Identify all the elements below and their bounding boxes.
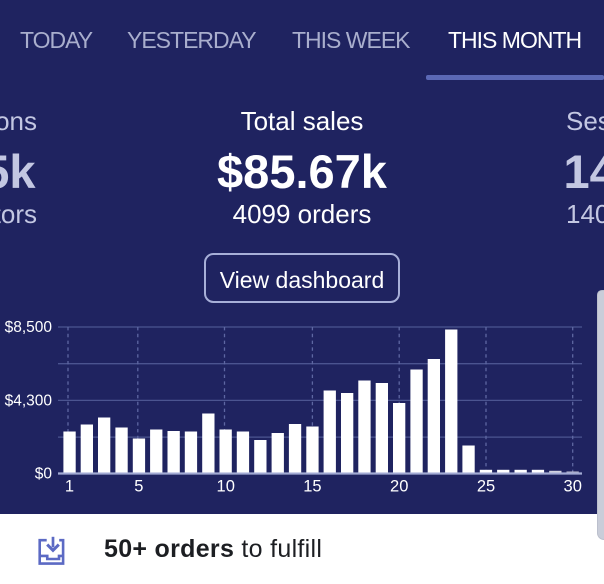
svg-text:1: 1	[65, 478, 74, 496]
svg-text:25: 25	[477, 478, 495, 496]
svg-text:$0: $0	[35, 466, 53, 483]
svg-text:15: 15	[303, 478, 321, 496]
svg-text:20: 20	[390, 478, 408, 496]
svg-text:$4,300: $4,300	[5, 392, 53, 409]
svg-text:10: 10	[217, 478, 235, 496]
svg-text:30: 30	[564, 478, 582, 496]
svg-text:$8,500: $8,500	[5, 319, 53, 336]
svg-text:5: 5	[134, 478, 143, 496]
